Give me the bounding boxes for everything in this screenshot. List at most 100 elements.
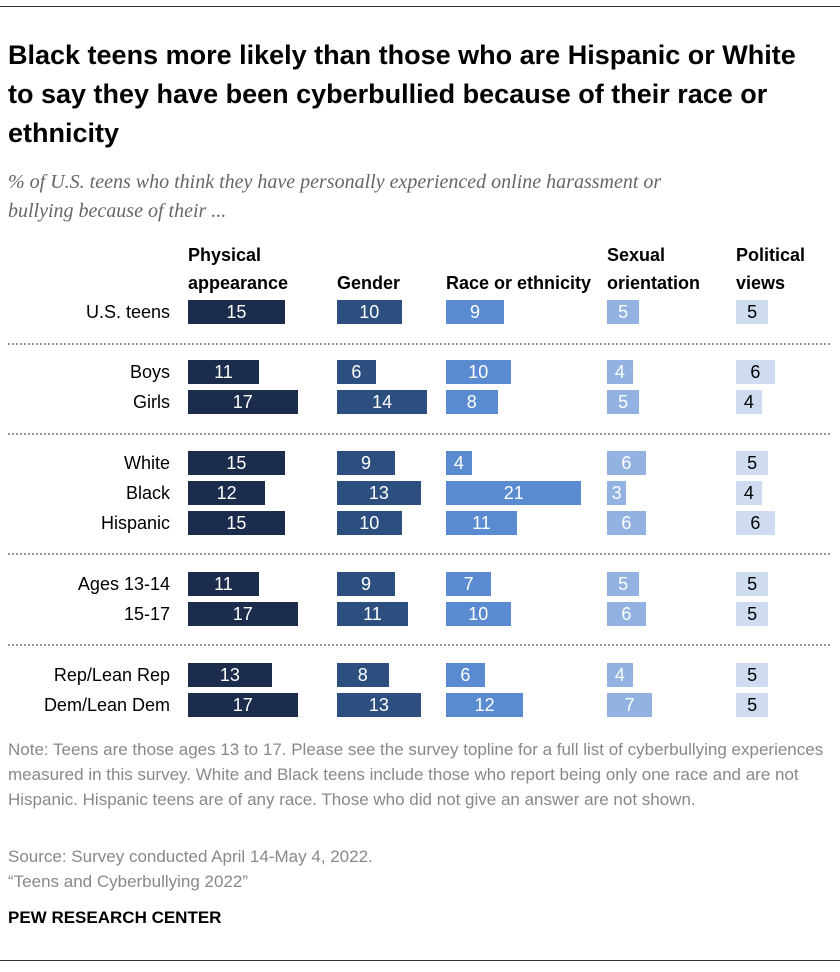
value-label: 6: [621, 604, 632, 624]
value-label: 9: [470, 302, 481, 322]
value-label: 3: [611, 483, 622, 503]
bar: [446, 360, 511, 384]
column-header: Gender: [337, 273, 401, 293]
bar: [188, 511, 285, 535]
bar: [607, 511, 646, 535]
note: Note: Teens are those ages 13 to 17. Ple…: [8, 740, 824, 809]
bar: [736, 602, 769, 626]
bar: [736, 481, 762, 505]
value-label: 5: [747, 574, 758, 594]
value-label: 6: [750, 362, 761, 382]
value-label: 8: [357, 665, 368, 685]
value-label: 4: [614, 362, 625, 382]
source: Source: Survey conducted April 14-May 4,…: [8, 847, 373, 866]
divider: [8, 433, 830, 435]
value-label: 6: [621, 453, 632, 473]
bar: [446, 451, 472, 475]
bar: [736, 663, 769, 687]
value-label: 11: [363, 604, 382, 624]
value-label: 12: [474, 695, 495, 715]
bar: [337, 300, 402, 324]
value-label: 15: [226, 453, 247, 473]
value-label: 5: [618, 392, 629, 412]
bar: [188, 602, 298, 626]
row-label: Dem/Lean Dem: [43, 695, 170, 715]
column-header: Physical appearance: [188, 245, 289, 293]
bar: [188, 390, 298, 414]
value-label: 5: [747, 604, 758, 624]
bar: [337, 663, 389, 687]
value-label: 11: [472, 513, 491, 533]
bar: [736, 360, 775, 384]
bar: [607, 451, 646, 475]
citation: “Teens and Cyberbullying 2022”: [8, 872, 249, 891]
bar: [607, 390, 640, 414]
row-label: White: [123, 453, 170, 473]
value-label: 5: [747, 665, 758, 685]
divider: [8, 343, 830, 345]
value-label: 6: [351, 362, 362, 382]
bar: [446, 300, 505, 324]
row-label: Ages 13-14: [77, 574, 170, 594]
bar: [337, 693, 421, 717]
row-label: Rep/Lean Rep: [53, 665, 170, 685]
bar: [607, 663, 633, 687]
bottom-rule: [0, 960, 840, 961]
bar: [607, 572, 640, 596]
bar: [446, 390, 498, 414]
value-label: 15: [226, 513, 247, 533]
value-label: 4: [614, 665, 625, 685]
value-label: 13: [219, 665, 240, 685]
bar: [188, 663, 272, 687]
bar: [446, 693, 524, 717]
row-label: Boys: [129, 362, 170, 382]
bar: [607, 693, 653, 717]
value-label: 13: [368, 483, 389, 503]
value-label: 10: [359, 513, 380, 533]
value-label: 7: [624, 695, 635, 715]
bar: [446, 481, 582, 505]
bar: [188, 300, 285, 324]
bar: [337, 360, 376, 384]
column-header: Political views: [736, 245, 806, 293]
value-label: 7: [463, 574, 474, 594]
row-label: U.S. teens: [85, 302, 170, 322]
value-label: 14: [372, 392, 393, 412]
row-label: 15-17: [123, 604, 170, 624]
column-header: Race or ethnicity: [446, 273, 592, 293]
value-label: 11: [214, 362, 233, 382]
value-label: 10: [359, 302, 380, 322]
value-label: 8: [466, 392, 477, 412]
value-label: 17: [232, 392, 253, 412]
value-label: 5: [618, 574, 629, 594]
value-label: 10: [468, 604, 489, 624]
value-label: 5: [747, 302, 758, 322]
bar: [188, 360, 259, 384]
bar: [736, 511, 775, 535]
top-rule: [0, 6, 840, 7]
chart-title: Black teens more likely than those who a…: [8, 40, 796, 148]
value-label: 12: [216, 483, 237, 503]
value-label: 4: [743, 483, 754, 503]
bar: [736, 390, 762, 414]
divider: [8, 644, 830, 646]
bar: [188, 693, 298, 717]
divider: [8, 553, 830, 555]
bar: [736, 693, 769, 717]
value-label: 5: [747, 453, 758, 473]
value-label: 11: [214, 574, 233, 594]
value-label: 13: [368, 695, 389, 715]
bar: [188, 451, 285, 475]
bar: [736, 451, 769, 475]
row-label: Hispanic: [100, 513, 170, 533]
value-label: 17: [232, 604, 253, 624]
bar: [736, 300, 769, 324]
bar: [446, 602, 511, 626]
value-label: 5: [618, 302, 629, 322]
bar: [446, 572, 492, 596]
bar: [337, 511, 402, 535]
bar: [736, 572, 769, 596]
value-label: 9: [361, 574, 372, 594]
row-label: Black: [125, 483, 170, 503]
